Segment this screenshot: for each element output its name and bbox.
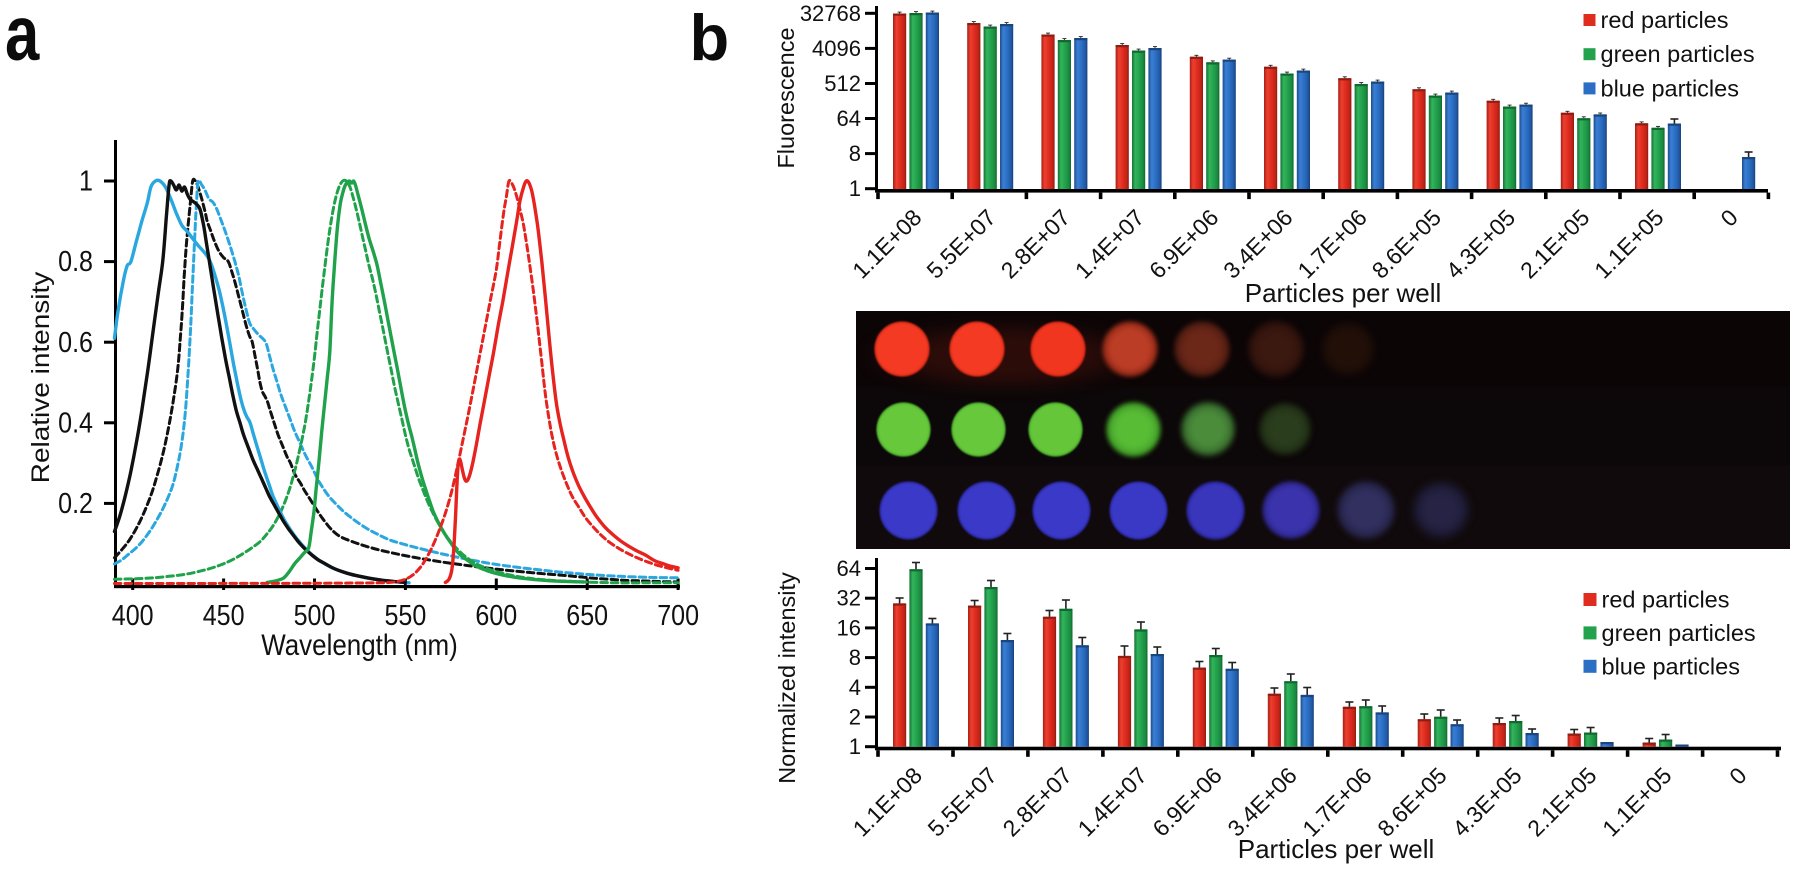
svg-text:green particles: green particles [1602, 620, 1756, 646]
svg-text:1: 1 [849, 734, 861, 759]
svg-text:4096: 4096 [812, 36, 861, 61]
svg-text:1.1E+05: 1.1E+05 [1597, 762, 1676, 841]
svg-text:6.9E+06: 6.9E+06 [1147, 762, 1226, 841]
svg-text:1.4E+07: 1.4E+07 [1072, 762, 1151, 841]
svg-text:1.7E+06: 1.7E+06 [1297, 762, 1376, 841]
svg-text:3.4E+06: 3.4E+06 [1222, 762, 1301, 841]
svg-text:8: 8 [849, 645, 861, 670]
svg-text:0.6: 0.6 [58, 326, 93, 358]
svg-text:0: 0 [1724, 762, 1751, 789]
svg-text:red particles: red particles [1601, 7, 1729, 33]
svg-text:1.1E+08: 1.1E+08 [848, 762, 927, 841]
svg-text:32768: 32768 [800, 1, 861, 26]
svg-text:2.8E+07: 2.8E+07 [997, 762, 1076, 841]
svg-text:2.1E+05: 2.1E+05 [1515, 204, 1594, 283]
svg-text:16: 16 [837, 615, 861, 640]
svg-text:4.3E+05: 4.3E+05 [1447, 762, 1526, 841]
svg-text:650: 650 [566, 600, 608, 632]
svg-text:1.1E+05: 1.1E+05 [1589, 204, 1668, 283]
svg-text:Relative intensity: Relative intensity [26, 271, 54, 483]
svg-text:8.6E+05: 8.6E+05 [1367, 204, 1446, 283]
svg-text:4: 4 [849, 675, 861, 700]
svg-text:5.5E+07: 5.5E+07 [921, 204, 1000, 283]
svg-text:550: 550 [384, 600, 426, 632]
svg-text:1.1E+08: 1.1E+08 [847, 204, 926, 283]
svg-text:green particles: green particles [1601, 41, 1755, 67]
svg-text:512: 512 [824, 71, 861, 96]
svg-text:32: 32 [837, 586, 861, 611]
svg-text:500: 500 [294, 600, 336, 632]
svg-text:1.4E+07: 1.4E+07 [1070, 204, 1149, 283]
svg-text:0.4: 0.4 [58, 407, 93, 439]
svg-text:450: 450 [203, 600, 245, 632]
svg-text:2: 2 [849, 705, 861, 730]
svg-text:Fluorescence: Fluorescence [773, 27, 799, 168]
svg-text:blue particles: blue particles [1601, 75, 1739, 101]
svg-text:Normalized intensity: Normalized intensity [774, 572, 800, 784]
svg-text:700: 700 [657, 600, 699, 632]
svg-text:8.6E+05: 8.6E+05 [1372, 762, 1451, 841]
svg-text:600: 600 [475, 600, 517, 632]
svg-text:4.3E+05: 4.3E+05 [1441, 204, 1520, 283]
svg-text:5.5E+07: 5.5E+07 [922, 762, 1001, 841]
svg-text:0.8: 0.8 [58, 246, 93, 278]
svg-text:1: 1 [849, 176, 861, 201]
svg-text:0.2: 0.2 [58, 487, 93, 519]
svg-text:2.8E+07: 2.8E+07 [996, 204, 1075, 283]
svg-text:6.9E+06: 6.9E+06 [1144, 204, 1223, 283]
svg-text:64: 64 [837, 106, 861, 131]
svg-text:red particles: red particles [1602, 587, 1730, 613]
svg-text:Particles per well: Particles per well [1238, 834, 1435, 864]
svg-text:Wavelength (nm): Wavelength (nm) [261, 628, 458, 661]
svg-text:3.4E+06: 3.4E+06 [1218, 204, 1297, 283]
svg-text:64: 64 [837, 556, 861, 581]
svg-text:400: 400 [112, 600, 154, 632]
svg-text:2.1E+05: 2.1E+05 [1522, 762, 1601, 841]
svg-text:1.7E+06: 1.7E+06 [1292, 204, 1371, 283]
svg-text:0: 0 [1715, 204, 1742, 231]
svg-text:8: 8 [849, 141, 861, 166]
svg-text:1: 1 [79, 165, 93, 197]
svg-text:blue particles: blue particles [1602, 653, 1740, 679]
svg-text:Particles per well: Particles per well [1245, 278, 1442, 308]
